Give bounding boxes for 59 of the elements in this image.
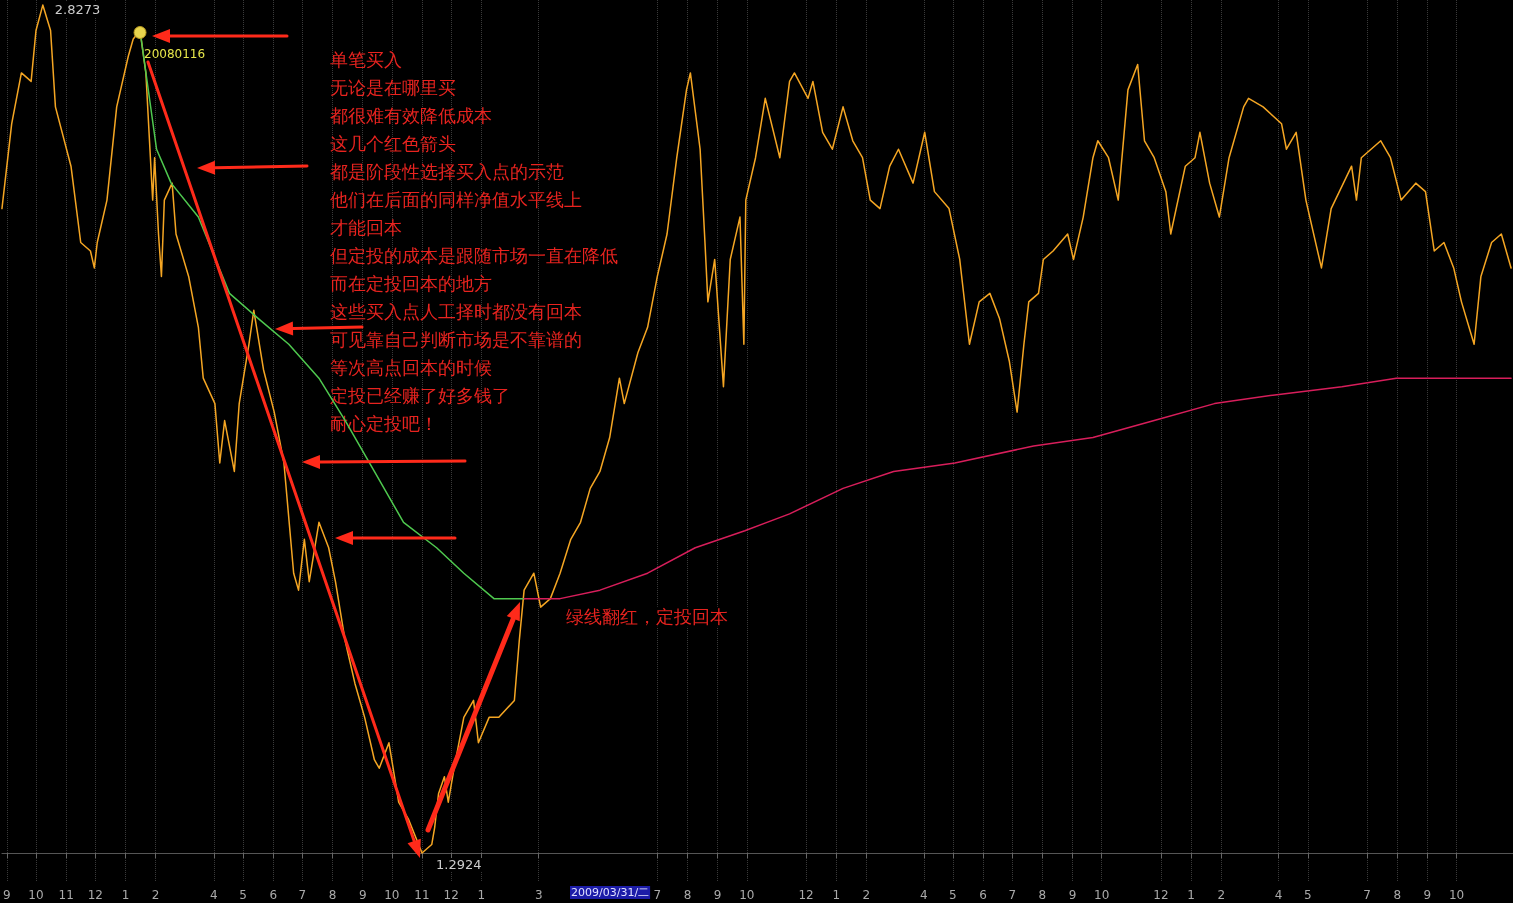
x-tick-label: 1 (1187, 888, 1195, 902)
x-tick-label: 9 (713, 888, 722, 902)
annotation: 他们在后面的同样净值水平线上 (330, 188, 582, 210)
annotation: 都很难有效降低成本 (330, 104, 492, 126)
x-tick-label: 6 (979, 888, 987, 902)
x-tick-label: 4 (919, 888, 928, 902)
x-tick-label: 8 (683, 888, 692, 902)
x-tick-label: 12 (798, 888, 814, 902)
x-tick-label: 12 (1153, 888, 1169, 902)
text: 2009/03/31/二 (571, 886, 650, 899)
x-tick-label: 9 (358, 888, 367, 902)
annotation: 单笔买入 (330, 48, 402, 70)
x-tick-label: 12 (87, 888, 103, 902)
x-tick-label: 2 (151, 888, 160, 902)
x-tick-label: 11 (58, 888, 74, 902)
annotation: 但定投的成本是跟随市场一直在降低 (330, 244, 618, 266)
x-tick-label: 4 (1274, 888, 1283, 902)
annotation: 这些买入点人工择时都没有回本 (330, 300, 582, 322)
x-tick-label: 7 (298, 888, 307, 902)
x-tick-label: 2 (1217, 888, 1226, 902)
x-tick-label: 7 (653, 888, 662, 902)
x-tick-label: 2 (862, 888, 871, 902)
x-tick-label: 1 (477, 888, 486, 902)
annotation: 才能回本 (330, 216, 402, 238)
x-tick-label: 9 (1068, 888, 1077, 902)
x-tick-label: 1 (121, 888, 130, 902)
x-tick-label: 7 (1363, 888, 1371, 902)
x-tick-label: 10 (739, 888, 755, 902)
annotation: 1.2924 (436, 857, 482, 873)
x-tick-label: 11 (414, 888, 430, 902)
x-tick-label: 9 (3, 888, 11, 902)
x-tick-label: 5 (1304, 888, 1312, 902)
annotation: 等次高点回本的时候 (330, 356, 492, 378)
x-tick-label: 4 (210, 888, 218, 902)
annotation: 耐心定投吧！ (330, 412, 438, 434)
x-tick-label: 10 (28, 888, 44, 902)
x-tick-label: 8 (1393, 888, 1402, 902)
x-tick-label: 5 (949, 888, 957, 902)
x-tick-label: 10 (1094, 888, 1110, 902)
annotation: 这几个红色箭头 (330, 132, 456, 154)
annotation: 20080116 (144, 46, 206, 61)
x-tick-label: 8 (328, 888, 337, 902)
x-tick-label: 9 (1423, 888, 1432, 902)
x-tick-label: 6 (269, 888, 278, 902)
annotation: 绿线翻红，定投回本 (566, 606, 729, 628)
annotation: 2.8273 (54, 2, 101, 18)
annotation: 可见靠自己判断市场是不靠谱的 (330, 328, 582, 350)
x-tick-label: 8 (1038, 888, 1047, 902)
x-tick-label: 3 (534, 888, 543, 902)
annotation: 都是阶段性选择买入点的示范 (330, 160, 564, 182)
x-tick-label: 5 (239, 888, 247, 902)
x-tick-label: 7 (1008, 888, 1017, 902)
x-tick-label: 10 (384, 888, 400, 902)
x-tick-label: 12 (443, 888, 459, 902)
x-tick-label: 10 (1448, 888, 1465, 902)
annotation: 而在定投回本的地方 (330, 272, 492, 294)
annotation: 定投已经赚了好多钱了 (330, 384, 510, 406)
x-tick-label: 1 (832, 888, 841, 902)
annotation: 无论是在哪里买 (330, 76, 456, 98)
